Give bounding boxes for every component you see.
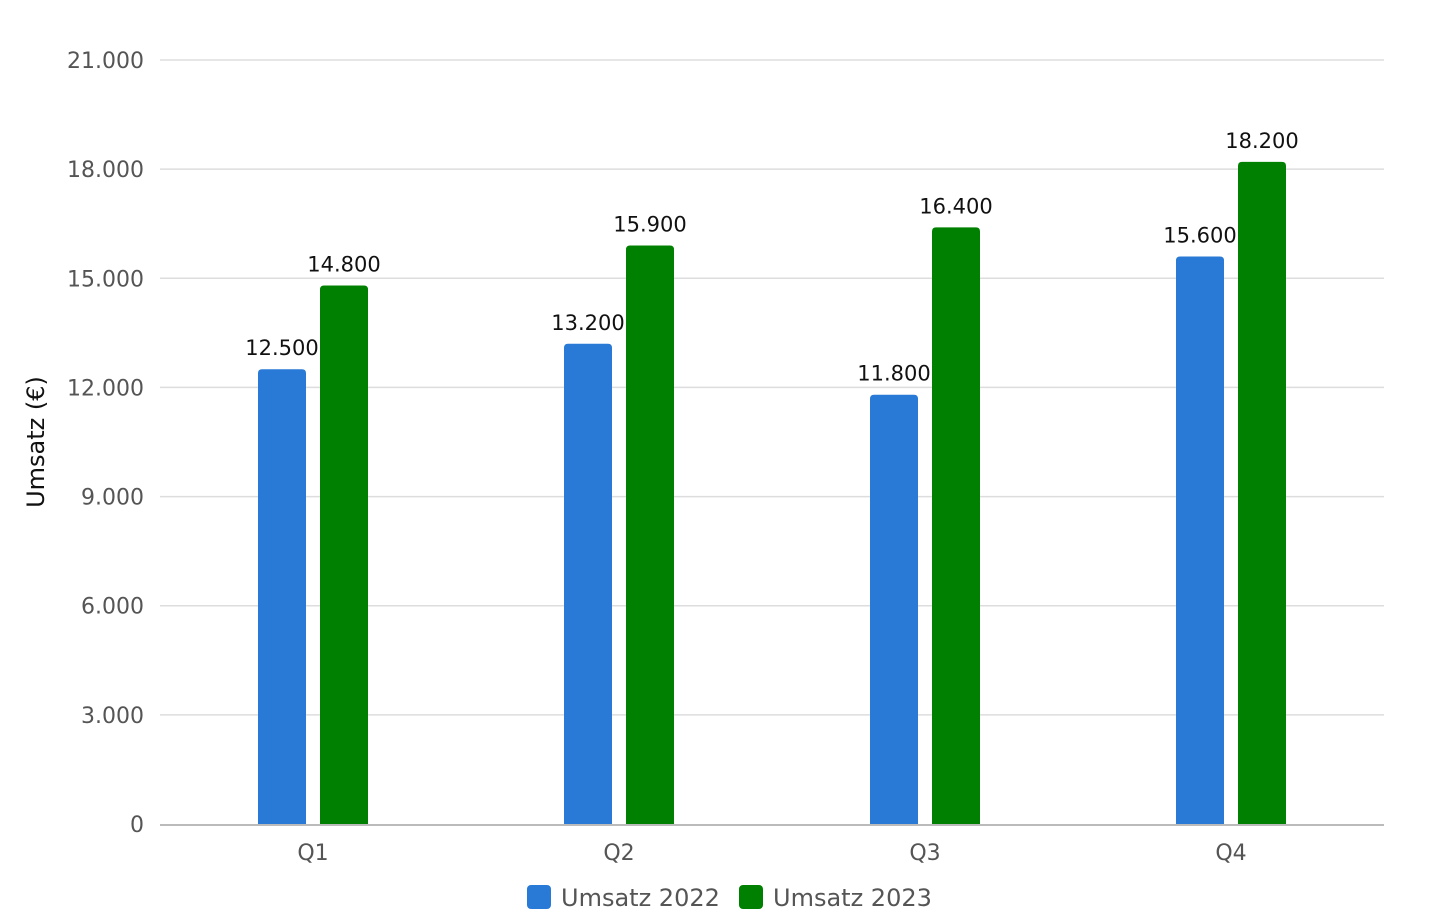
y-axis-title: Umsatz (€) [22, 376, 50, 508]
bar-umsatz-2023-q2 [626, 245, 674, 825]
data-label: 15.900 [613, 213, 686, 237]
bar-umsatz-2023-q1 [320, 285, 368, 824]
x-tick-label: Q4 [1215, 841, 1246, 866]
data-label: 14.800 [307, 253, 380, 277]
y-tick-label: 12.000 [67, 376, 144, 401]
y-tick-label: 0 [130, 813, 144, 838]
data-label: 18.200 [1225, 129, 1298, 153]
legend-label: Umsatz 2023 [773, 884, 932, 912]
data-label: 11.800 [857, 362, 930, 386]
y-tick-label: 15.000 [67, 267, 144, 292]
bars [258, 161, 1286, 825]
legend-swatch [527, 885, 551, 909]
data-label: 15.600 [1163, 223, 1236, 247]
data-label: 16.400 [919, 194, 992, 218]
legend-swatch [739, 885, 763, 909]
x-tick-label: Q2 [603, 841, 634, 866]
x-axis-ticks: Q1 Q2 Q3 Q4 [297, 841, 1246, 866]
y-tick-label: 3.000 [81, 704, 144, 729]
y-tick-label: 9.000 [81, 486, 144, 511]
x-tick-label: Q1 [297, 841, 328, 866]
bar-umsatz-2023-q4 [1238, 161, 1286, 824]
y-axis-ticks: 0 3.000 6.000 9.000 12.000 15.000 18.000 21.000 [67, 49, 144, 838]
bar-umsatz-2022-q3 [870, 394, 918, 824]
data-labels: 12.500 14.800 13.200 15.900 11.800 16.400 15.6… [245, 129, 1298, 386]
legend-label: Umsatz 2022 [561, 884, 720, 912]
x-tick-label: Q3 [909, 841, 940, 866]
y-tick-label: 18.000 [67, 158, 144, 183]
y-tick-label: 6.000 [81, 595, 144, 620]
data-label: 12.500 [245, 336, 318, 360]
bar-umsatz-2022-q2 [564, 343, 612, 824]
data-label: 13.200 [551, 311, 624, 335]
y-tick-label: 21.000 [67, 49, 144, 74]
bar-umsatz-2022-q1 [258, 369, 306, 824]
legend: Umsatz 2022 Umsatz 2023 [527, 884, 932, 912]
bar-umsatz-2022-q4 [1176, 256, 1224, 824]
bar-umsatz-2023-q3 [932, 227, 980, 824]
